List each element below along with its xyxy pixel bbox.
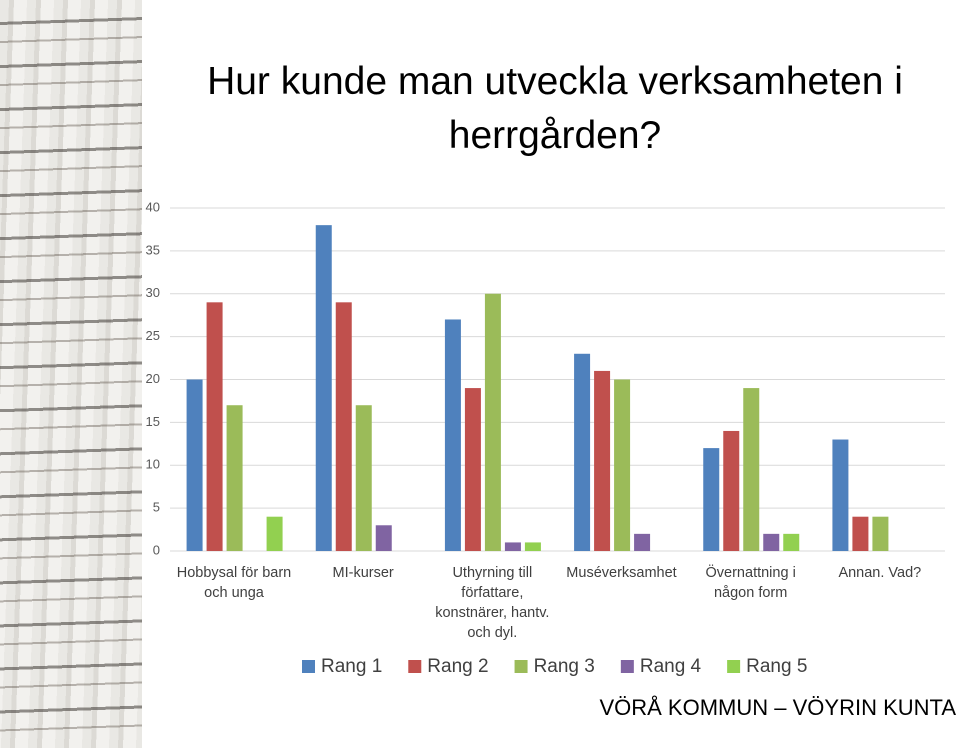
bar bbox=[355, 405, 372, 551]
y-tick-label: 40 bbox=[146, 199, 160, 214]
legend-swatch bbox=[727, 660, 741, 673]
bar bbox=[594, 370, 611, 551]
bar bbox=[226, 405, 243, 551]
y-tick-label: 35 bbox=[146, 242, 160, 257]
bar bbox=[723, 430, 740, 551]
legend-label: Rang 3 bbox=[534, 656, 595, 677]
x-tick-label: Uthyrning till författare, konstnärer, h… bbox=[435, 565, 550, 641]
bar bbox=[634, 533, 651, 551]
bar bbox=[186, 379, 203, 551]
bar bbox=[783, 533, 800, 551]
bar bbox=[574, 353, 591, 551]
bar bbox=[504, 542, 521, 551]
bar bbox=[614, 379, 631, 551]
legend-label: Rang 4 bbox=[640, 656, 702, 677]
bar bbox=[206, 302, 223, 551]
birch-bark-decoration bbox=[0, 0, 142, 748]
y-tick-label: 0 bbox=[153, 542, 160, 557]
legend-swatch bbox=[620, 660, 634, 673]
legend-swatch bbox=[302, 660, 315, 673]
bar bbox=[375, 525, 392, 551]
x-tick-label: Hobbysal för barn och unga bbox=[176, 565, 292, 601]
bar bbox=[743, 388, 760, 551]
bar bbox=[763, 533, 780, 551]
legend-label: Rang 5 bbox=[746, 656, 807, 677]
bar bbox=[335, 302, 352, 551]
chart-title: Hur kunde man utveckla verksamheten i he… bbox=[207, 60, 903, 157]
bar bbox=[484, 293, 501, 551]
y-tick-label: 20 bbox=[146, 371, 160, 386]
y-tick-label: 15 bbox=[146, 414, 160, 429]
bar bbox=[266, 516, 283, 551]
bar bbox=[524, 542, 541, 551]
x-tick-label: MI-kurser bbox=[332, 565, 394, 581]
legend-swatch bbox=[408, 660, 422, 673]
x-tick-label: Övernattning i någon form bbox=[705, 565, 796, 601]
bar bbox=[872, 516, 889, 551]
bar bbox=[852, 516, 869, 551]
bar bbox=[703, 448, 720, 551]
y-tick-label: 10 bbox=[146, 457, 160, 472]
bar bbox=[444, 319, 461, 551]
x-tick-label: Annan. Vad? bbox=[838, 565, 922, 581]
bar bbox=[832, 439, 849, 551]
x-tick-label: Muséverksamhet bbox=[566, 565, 677, 581]
bar bbox=[315, 225, 332, 551]
footer: VÖRÅ KOMMUN – VÖYRIN KUNTA bbox=[599, 695, 956, 720]
legend-swatch bbox=[514, 660, 528, 673]
legend-label: Rang 1 bbox=[321, 656, 382, 677]
y-tick-label: 5 bbox=[153, 500, 160, 515]
y-tick-label: 25 bbox=[146, 328, 160, 343]
bar bbox=[464, 388, 481, 551]
y-tick-label: 30 bbox=[146, 285, 160, 300]
legend-label: Rang 2 bbox=[427, 656, 488, 677]
